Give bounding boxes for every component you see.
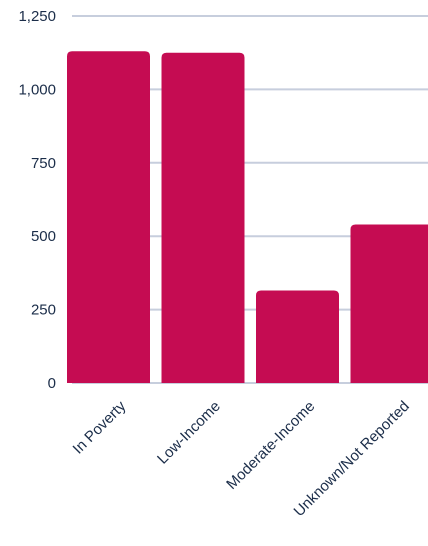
bar-unknown-not-reported xyxy=(351,224,428,383)
y-tick-label: 1,000 xyxy=(18,81,56,98)
y-axis-tick-labels: 0 250 500 750 1,000 1,250 xyxy=(18,8,56,392)
y-tick-label: 0 xyxy=(48,375,56,392)
x-category-label: Moderate-Income xyxy=(223,398,318,493)
bar-in-poverty xyxy=(67,51,150,383)
y-tick-label: 500 xyxy=(31,228,56,245)
y-tick-label: 1,250 xyxy=(18,8,56,25)
y-tick-label: 750 xyxy=(31,155,56,172)
bar-moderate-income xyxy=(256,291,339,383)
x-category-label: In Poverty xyxy=(70,397,130,457)
bars xyxy=(67,51,428,383)
x-category-label: Low-Income xyxy=(154,398,224,468)
y-tick-label: 250 xyxy=(31,302,56,319)
bar-low-income xyxy=(162,53,245,383)
